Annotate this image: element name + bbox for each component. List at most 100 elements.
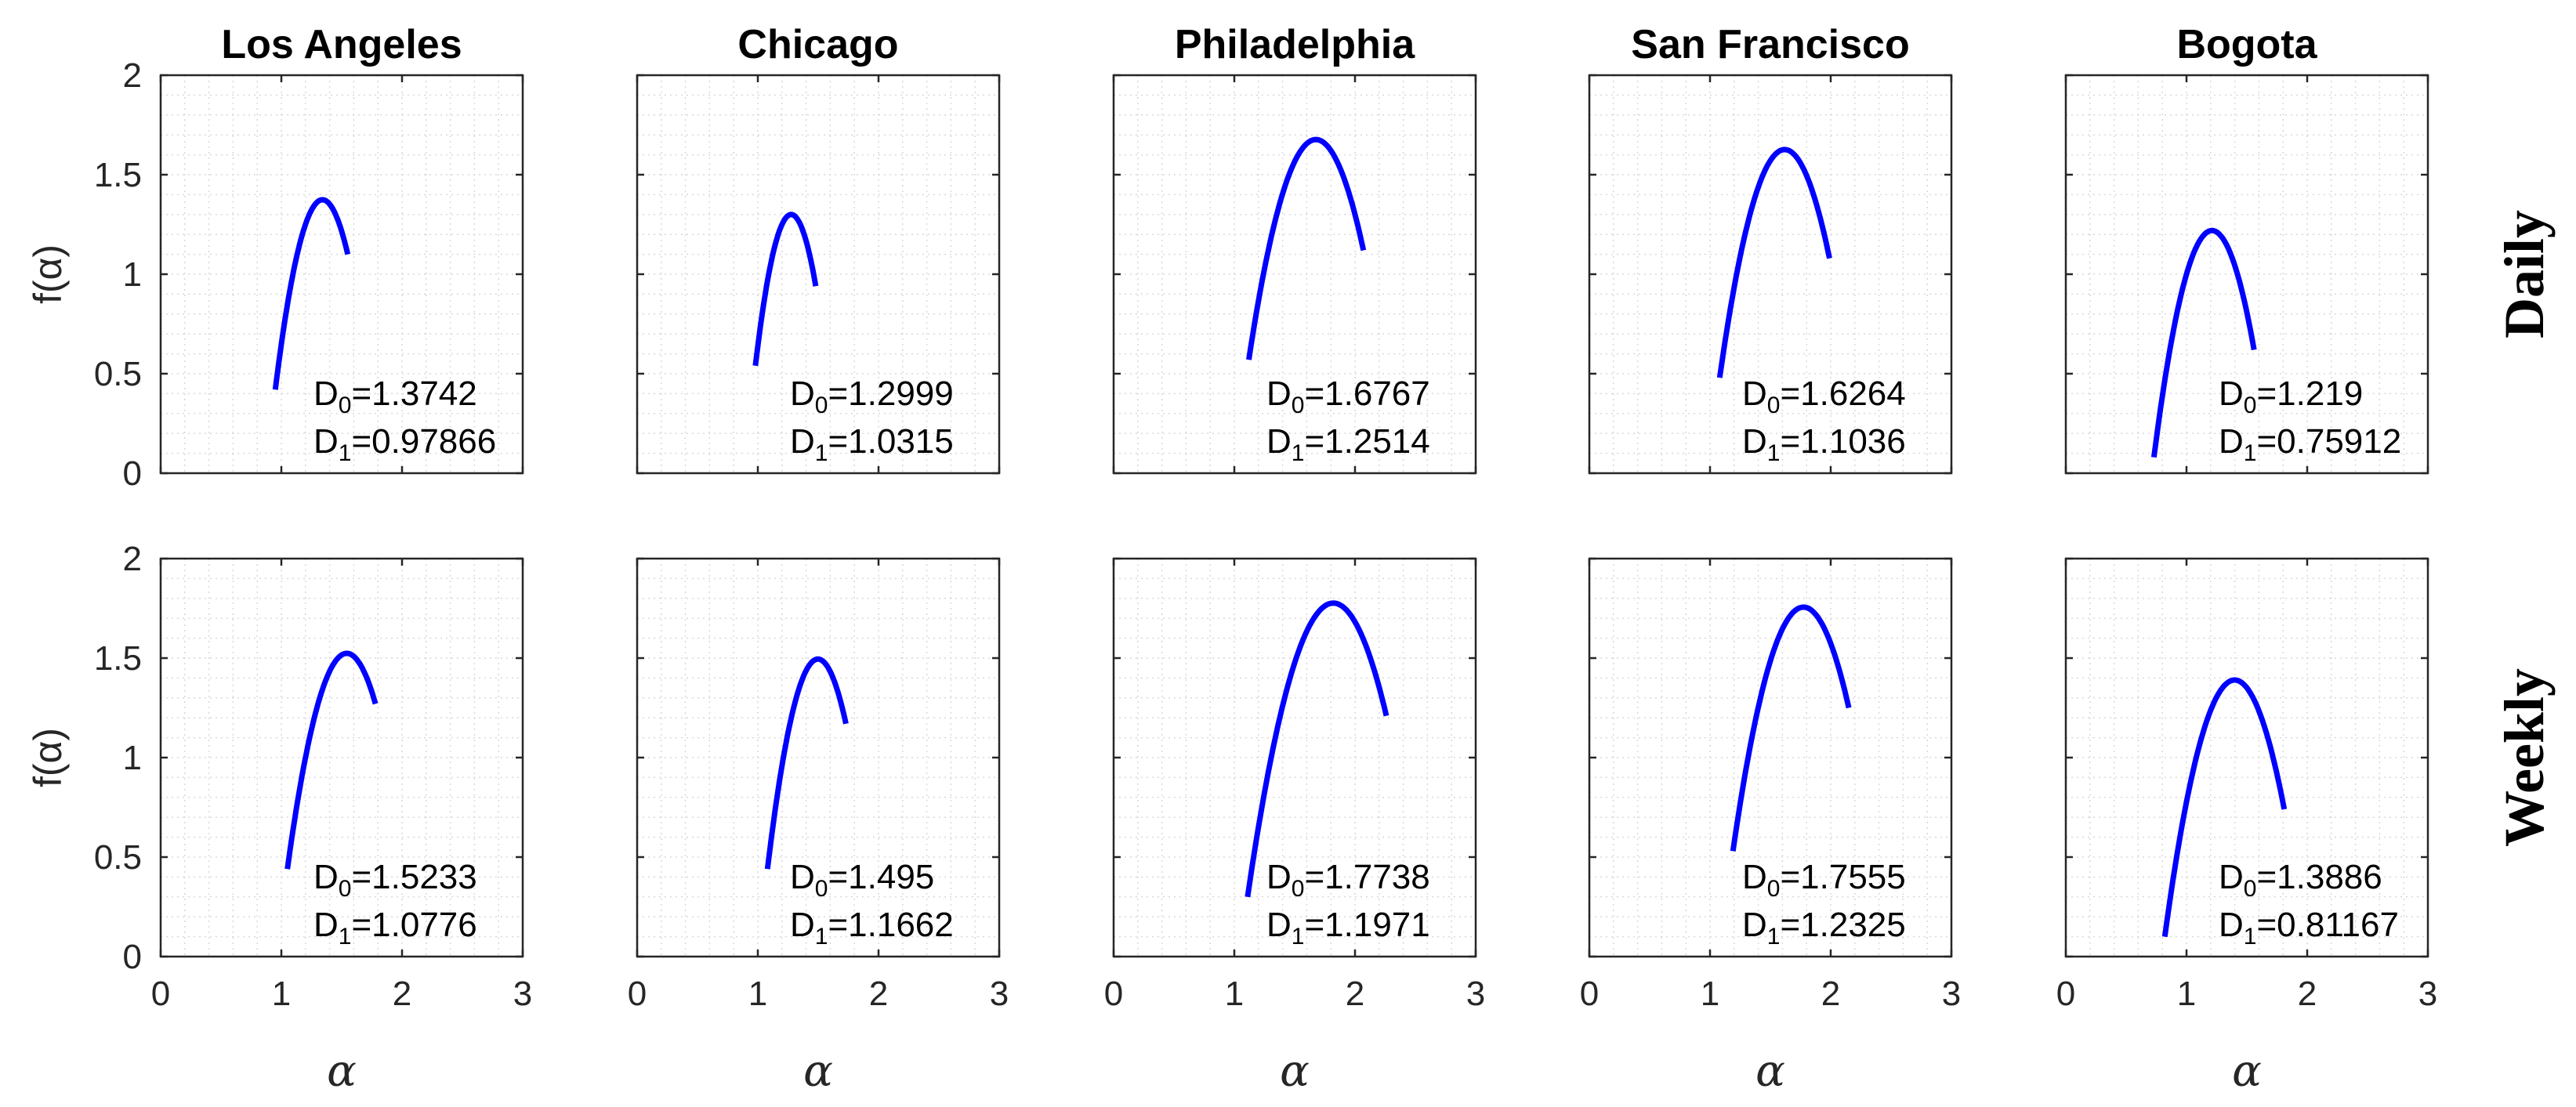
annotation-d0: D0=1.495 — [790, 858, 934, 902]
annotation-d1-value: =0.81167 — [2256, 906, 2398, 944]
ticks — [1588, 74, 1953, 475]
annotation-d0-sub: 0 — [1767, 876, 1781, 902]
annotation-d0-value: =1.219 — [2256, 374, 2363, 413]
annotation-d1-value: =0.75912 — [2256, 422, 2401, 461]
annotation-d1: D1=0.81167 — [2219, 906, 2399, 950]
spectrum-curve — [1716, 147, 1832, 378]
annotation-d1-value: =1.0315 — [828, 422, 953, 461]
spectrum-curve — [2150, 227, 2257, 458]
y-tick-label: 0 — [123, 938, 142, 976]
spectrum-curve — [2161, 677, 2288, 938]
x-tick-label: 3 — [1466, 975, 1485, 1013]
annotation-d0: D0=1.7555 — [1742, 858, 1906, 902]
annotation-d1-sub: 1 — [1292, 924, 1305, 950]
ticks — [159, 557, 524, 958]
row-label-weekly: Weekly — [2493, 668, 2556, 847]
annotation-d0: D0=1.5233 — [313, 858, 477, 902]
x-axis-label: α — [803, 1046, 833, 1097]
annotation-d0-sub: 0 — [1292, 393, 1305, 418]
spectrum-curve — [1246, 136, 1367, 360]
spectrum-curve — [272, 197, 351, 390]
x-tick-label: 1 — [1225, 975, 1244, 1013]
annotation-d1-value: =1.1662 — [828, 906, 953, 944]
x-tick-label: 1 — [1701, 975, 1719, 1013]
annotation-d0: D0=1.6767 — [1266, 374, 1430, 418]
grid — [1589, 559, 1951, 957]
spectrum-curve — [764, 656, 849, 870]
x-tick-label: 1 — [2177, 975, 2196, 1013]
annotation-d0-sub: 0 — [1292, 876, 1305, 902]
x-axis-label: α — [1755, 1046, 1785, 1097]
annotation-d1-sub: 1 — [1767, 924, 1781, 950]
column-title-los-angeles: Los Angeles — [221, 22, 462, 67]
row-label-daily: Daily — [2493, 210, 2556, 338]
x-axis-label: α — [327, 1046, 357, 1097]
x-tick-label: 0 — [151, 975, 170, 1013]
y-tick-label: 2 — [123, 56, 142, 95]
annotation-d0-sub: 0 — [339, 393, 352, 418]
annotation-d0-value: =1.7738 — [1304, 858, 1429, 896]
x-tick-label: 0 — [2056, 975, 2075, 1013]
x-tick-label: 3 — [1942, 975, 1961, 1013]
annotation-d1: D1=1.2514 — [1266, 422, 1430, 466]
ticks — [1112, 557, 1477, 958]
y-tick-label: 1.5 — [94, 156, 142, 194]
ticks — [2064, 557, 2429, 958]
annotation-d1: D1=1.0776 — [313, 906, 477, 950]
annotation-d1-sub: 1 — [339, 440, 352, 466]
annotation-d1-sub: 1 — [815, 440, 828, 466]
ticks — [636, 74, 1001, 475]
y-tick-label: 0.5 — [94, 838, 142, 877]
annotation-d0-value: =1.5233 — [351, 858, 476, 896]
spectrum-curve — [284, 650, 379, 870]
y-tick-label: 1 — [123, 739, 142, 777]
annotation-d1-sub: 1 — [2244, 440, 2257, 466]
x-tick-label: 0 — [1104, 975, 1123, 1013]
annotation-d1: D1=1.2325 — [1742, 906, 1906, 950]
x-tick-label: 2 — [2298, 975, 2317, 1013]
annotation-d0: D0=1.3742 — [313, 374, 477, 418]
annotation-d0-value: =1.2999 — [828, 374, 953, 413]
annotation-d0-sub: 0 — [815, 876, 828, 902]
annotation-d0-sub: 0 — [815, 393, 828, 418]
annotation-d0-value: =1.3886 — [2256, 858, 2382, 896]
annotation-d0-sub: 0 — [1767, 393, 1781, 418]
ticks — [636, 557, 1001, 958]
y-tick-label: 1.5 — [94, 639, 142, 678]
spectrum-curve — [1245, 600, 1389, 898]
annotation-d1-value: =1.2514 — [1304, 422, 1429, 461]
x-tick-label: 2 — [1821, 975, 1840, 1013]
grid — [1114, 75, 1476, 473]
column-title-san-francisco: San Francisco — [1631, 22, 1909, 67]
ticks — [2064, 74, 2429, 475]
spectrum-curve — [752, 212, 819, 367]
y-tick-label: 2 — [123, 540, 142, 578]
grid — [161, 75, 523, 473]
annotation-d0-value: =1.6264 — [1780, 374, 1905, 413]
grid — [161, 559, 523, 957]
y-tick-label: 0.5 — [94, 355, 142, 393]
annotation-d0: D0=1.7738 — [1266, 858, 1430, 902]
annotation-d0: D0=1.2999 — [790, 374, 954, 418]
y-tick-label: 1 — [123, 255, 142, 294]
x-tick-label: 0 — [1580, 975, 1599, 1013]
annotation-d0-sub: 0 — [339, 876, 352, 902]
annotation-d1-sub: 1 — [1292, 440, 1305, 466]
y-tick-label: 0 — [123, 454, 142, 493]
annotation-d0-value: =1.7555 — [1780, 858, 1905, 896]
column-title-philadelphia: Philadelphia — [1175, 22, 1415, 67]
annotation-d1-sub: 1 — [2244, 924, 2257, 950]
grid — [637, 559, 999, 957]
annotation-d1: D1=1.1036 — [1742, 422, 1906, 466]
grid — [1589, 75, 1951, 473]
